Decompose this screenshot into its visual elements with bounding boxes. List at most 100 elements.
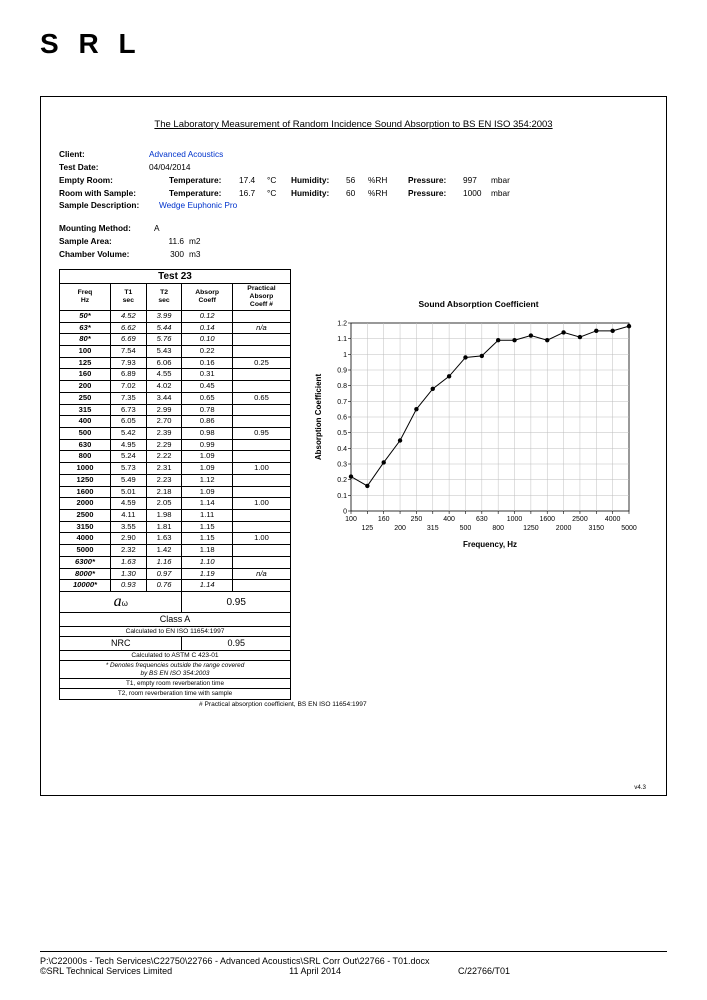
cell-t2: 4.02 xyxy=(146,381,182,393)
cell-t1: 2.32 xyxy=(110,545,146,557)
cell-t1: 6.73 xyxy=(110,404,146,416)
cell-t1: 4.52 xyxy=(110,310,146,322)
logo: S R L xyxy=(40,28,667,60)
svg-text:0.8: 0.8 xyxy=(337,383,347,390)
svg-text:Absorption Coefficient: Absorption Coefficient xyxy=(314,373,323,460)
cell-t2: 2.05 xyxy=(146,498,182,510)
metadata-block-2: Mounting Method: A Sample Area: 11.6 m2 … xyxy=(59,222,648,261)
cell-a: 0.22 xyxy=(182,345,233,357)
cell-a: 1.18 xyxy=(182,545,233,557)
cell-t1: 4.11 xyxy=(110,510,146,522)
svg-text:1600: 1600 xyxy=(539,516,555,523)
cell-t2: 3.44 xyxy=(146,392,182,404)
svg-text:3150: 3150 xyxy=(589,525,605,532)
cell-a: 1.10 xyxy=(182,556,233,568)
svg-text:160: 160 xyxy=(378,516,390,523)
empty-hum: 56 xyxy=(346,174,368,187)
svg-text:0.6: 0.6 xyxy=(337,414,347,421)
svg-text:0.7: 0.7 xyxy=(337,399,347,406)
area-unit: m2 xyxy=(189,235,214,248)
cell-f: 6300* xyxy=(60,556,111,568)
cell-t2: 1.16 xyxy=(146,556,182,568)
table-row: 50*4.523.990.12 xyxy=(60,310,291,322)
class-value: Class A xyxy=(60,613,291,626)
cell-t2: 2.70 xyxy=(146,416,182,428)
cell-p: 0.95 xyxy=(232,428,290,440)
table-row: 3156.732.990.78 xyxy=(60,404,291,416)
cell-t1: 7.93 xyxy=(110,357,146,369)
t1-legend: T1, empty room reverberation time xyxy=(60,679,291,689)
col-header-absorp: AbsorpCoeff xyxy=(182,284,233,310)
cell-a: 0.78 xyxy=(182,404,233,416)
cell-a: 0.65 xyxy=(182,392,233,404)
vol-label: Chamber Volume: xyxy=(59,248,154,261)
svg-text:125: 125 xyxy=(362,525,374,532)
table-row: 6304.952.290.99 xyxy=(60,439,291,451)
nrc-label: NRC xyxy=(60,637,182,650)
cell-t2: 2.99 xyxy=(146,404,182,416)
svg-text:2000: 2000 xyxy=(556,525,572,532)
svg-text:800: 800 xyxy=(492,525,504,532)
svg-text:2500: 2500 xyxy=(572,516,588,523)
cell-t1: 6.69 xyxy=(110,334,146,346)
cell-t1: 7.02 xyxy=(110,381,146,393)
svg-text:5000: 5000 xyxy=(621,525,637,532)
pres-unit-2: mbar xyxy=(491,187,521,200)
empty-temp: 17.4 xyxy=(239,174,267,187)
cell-f: 2000 xyxy=(60,498,111,510)
cell-a: 0.98 xyxy=(182,428,233,440)
cell-f: 800 xyxy=(60,451,111,463)
cell-t2: 2.22 xyxy=(146,451,182,463)
cell-t2: 2.31 xyxy=(146,463,182,475)
svg-text:1.1: 1.1 xyxy=(337,336,347,343)
area-label: Sample Area: xyxy=(59,235,154,248)
footer-copyright: ©SRL Technical Services Limited xyxy=(40,966,172,976)
cell-p xyxy=(232,580,290,592)
cell-t1: 7.54 xyxy=(110,345,146,357)
svg-text:250: 250 xyxy=(411,516,423,523)
table-row: 50002.321.421.18 xyxy=(60,545,291,557)
pres-label-1: Pressure: xyxy=(408,174,463,187)
cell-t1: 3.55 xyxy=(110,521,146,533)
svg-text:1250: 1250 xyxy=(523,525,539,532)
table-row: 31503.551.811.15 xyxy=(60,521,291,533)
temp-label-1: Temperature: xyxy=(169,174,239,187)
testdate-value: 04/04/2014 xyxy=(149,161,299,174)
cell-p: 1.00 xyxy=(232,533,290,545)
svg-text:0.4: 0.4 xyxy=(337,446,347,453)
data-table: Test 23 FreqHzT1secT2secAbsorpCoeffPract… xyxy=(59,269,291,700)
cell-t2: 1.42 xyxy=(146,545,182,557)
cell-p xyxy=(232,416,290,428)
cell-t2: 4.55 xyxy=(146,369,182,381)
cell-t1: 0.93 xyxy=(110,580,146,592)
cell-a: 1.12 xyxy=(182,474,233,486)
hum-unit-2: %RH xyxy=(368,187,408,200)
cell-f: 5000 xyxy=(60,545,111,557)
pres-label-2: Pressure: xyxy=(408,187,463,200)
svg-text:0.2: 0.2 xyxy=(337,477,347,484)
table-row: 16005.012.181.09 xyxy=(60,486,291,498)
cell-t1: 7.35 xyxy=(110,392,146,404)
cell-f: 250 xyxy=(60,392,111,404)
cell-f: 8000* xyxy=(60,568,111,580)
cell-t2: 2.23 xyxy=(146,474,182,486)
cell-t2: 2.39 xyxy=(146,428,182,440)
cell-f: 1250 xyxy=(60,474,111,486)
cell-a: 1.09 xyxy=(182,451,233,463)
cell-f: 50* xyxy=(60,310,111,322)
svg-text:315: 315 xyxy=(427,525,439,532)
hum-label-2: Humidity: xyxy=(291,187,346,200)
table-row: 63*6.625.440.14n/a xyxy=(60,322,291,334)
cell-f: 1600 xyxy=(60,486,111,498)
cell-p: 0.25 xyxy=(232,357,290,369)
calc-note-2: Calculated to ASTM C 423-01 xyxy=(60,650,291,661)
cell-f: 4000 xyxy=(60,533,111,545)
table-row: 2007.024.020.45 xyxy=(60,381,291,393)
sample-temp: 16.7 xyxy=(239,187,267,200)
cell-p xyxy=(232,381,290,393)
cell-a: 0.14 xyxy=(182,322,233,334)
cell-t2: 5.44 xyxy=(146,322,182,334)
cell-t1: 1.63 xyxy=(110,556,146,568)
cell-t1: 5.49 xyxy=(110,474,146,486)
cell-f: 80* xyxy=(60,334,111,346)
